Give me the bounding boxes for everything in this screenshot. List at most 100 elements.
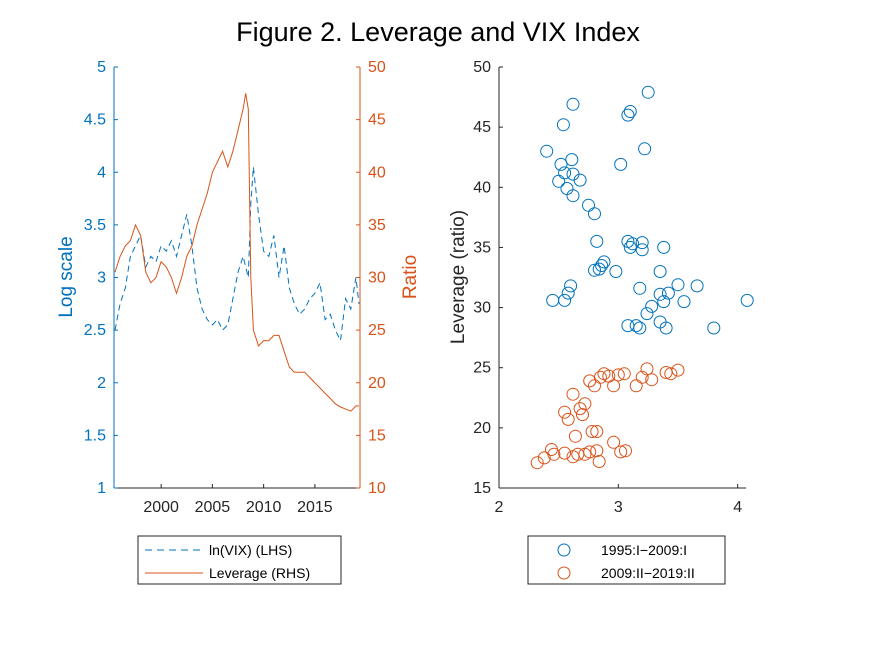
scatter-point-period2 (576, 408, 589, 422)
vix-series-line (114, 166, 360, 343)
scatter-y-tick-label: 15 (473, 480, 491, 497)
scatter-point-period1 (640, 307, 654, 321)
scatter-point-period1 (566, 189, 580, 203)
scatter-point-period1 (565, 153, 579, 167)
left-y-tick-label: 2 (97, 375, 106, 392)
legend-left: ln(VIX) (LHS) Leverage (RHS) (137, 535, 342, 585)
left-x-tick-label: 2010 (246, 499, 282, 516)
scatter-y-tick-label: 20 (473, 420, 491, 437)
scatter-y-tick-label: 25 (473, 360, 491, 377)
scatter-point-period2 (617, 367, 631, 381)
scatter-point-period1 (554, 157, 568, 171)
scatter-point-period2 (585, 425, 599, 438)
left-y-tick-label: 1 (97, 480, 106, 497)
legend-left-box (137, 535, 342, 585)
scatter-point-period2 (588, 379, 601, 393)
scatter-point-period2 (545, 443, 558, 456)
scatter-point-period2 (671, 363, 685, 377)
legend-period2-swatch (557, 566, 571, 580)
right-y-tick-label: 35 (368, 217, 386, 234)
scatter-point-period1 (546, 293, 560, 307)
scatter-point-period1 (707, 321, 721, 335)
right-y-tick-label: 10 (368, 480, 386, 497)
scatter-point-period2 (664, 367, 678, 381)
scatter-point-period1 (573, 173, 587, 187)
scatter-point-period1 (614, 157, 628, 171)
scatter-point-period2 (614, 445, 628, 459)
right-plot-area: 15 20 25 30 35 40 45 50 2 3 4 (473, 59, 754, 516)
right-y-tick-label: 30 (368, 270, 386, 287)
scatter-point-period2 (593, 370, 607, 384)
left-y-tick-label: 2.5 (84, 322, 106, 339)
scatter-point-period1 (623, 105, 637, 118)
scatter-point-period1 (633, 321, 647, 335)
scatter-point-period2 (590, 444, 604, 458)
legend-right: 1995:I−2009:I 2009:II−2019:II (527, 535, 726, 585)
scatter-point-period2 (537, 451, 551, 465)
right-y-tick-label: 20 (368, 375, 386, 392)
left-x-tick-label: 2000 (143, 499, 179, 516)
left-y-tick-label: 3.5 (84, 217, 106, 234)
scatter-point-period1 (556, 118, 570, 132)
scatter-point-period1 (566, 167, 580, 181)
scatter-point-period1 (561, 286, 575, 300)
left-x-tick-label: 2015 (297, 499, 333, 516)
scatter-y-tick-label: 40 (473, 179, 491, 196)
scatter-point-period1 (633, 281, 647, 295)
scatter-point-period2 (530, 456, 544, 470)
scatter-point-period1 (597, 255, 611, 269)
scatter-point-period2 (583, 445, 597, 459)
scatter-x-tick-label: 4 (733, 499, 742, 516)
scatter-point-period1 (588, 207, 601, 221)
left-y-tick-label: 4.5 (84, 112, 106, 129)
scatter-y-axis-label: Leverage (ratio) (448, 210, 469, 344)
left-y-axis-label: Log scale (56, 236, 77, 317)
scatter-point-period2 (607, 435, 621, 449)
legend-right-box (527, 535, 726, 585)
scatter-point-period1 (657, 295, 671, 309)
right-y-tick-label: 15 (368, 427, 386, 444)
right-y-tick-label: 40 (368, 164, 386, 181)
scatter-point-period2 (619, 444, 632, 458)
scatter-point-period1 (635, 236, 649, 250)
scatter-point-period2 (566, 387, 580, 401)
scatter-point-period1 (661, 286, 675, 300)
scatter-point-period2 (578, 397, 592, 411)
scatter-point-period2 (590, 425, 604, 438)
scatter-point-period1 (659, 321, 673, 335)
scatter-point-period1 (621, 108, 635, 122)
left-y-tick-label: 4 (97, 164, 106, 181)
scatter-y-tick-label: 50 (473, 59, 491, 76)
scatter-point-period2 (629, 379, 643, 393)
scatter-y-tick-label: 35 (473, 239, 491, 256)
scatter-x-tick-label: 2 (495, 499, 504, 516)
legend-vix-label: ln(VIX) (LHS) (209, 542, 292, 558)
right-y-tick-label: 25 (368, 322, 386, 339)
scatter-point-period1 (588, 263, 601, 277)
scatter-point-period1 (609, 265, 623, 278)
scatter-point-period2 (583, 374, 597, 388)
scatter-point-period2 (578, 447, 592, 461)
left-y-tick-label: 3 (97, 270, 106, 287)
left-time-series-panel: 1 1.5 2 2.5 3 3.5 4 4.5 5 10 15 20 25 30 35 40 45 50 2000 2… (56, 59, 421, 516)
scatter-point-period2 (592, 455, 606, 468)
scatter-point-period2 (558, 446, 572, 460)
right-scatter-panel: 15 20 25 30 35 40 45 50 2 3 4 Leverage (ratio) (448, 59, 754, 516)
left-y-tick-label: 5 (97, 59, 106, 76)
legend-period1-swatch (557, 543, 571, 557)
scatter-y-tick-label: 45 (473, 119, 491, 136)
right-y-tick-label: 50 (368, 59, 386, 76)
scatter-point-period2 (597, 367, 611, 381)
scatter-point-period1 (690, 279, 704, 293)
scatter-point-period2 (561, 412, 575, 426)
scatter-point-period1 (590, 234, 604, 248)
scatter-point-period1 (540, 144, 554, 158)
right-y-axis-label: Ratio (400, 255, 421, 299)
legend-period2-label: 2009:II−2019:II (601, 565, 695, 581)
scatter-point-period1 (566, 97, 580, 111)
scatter-point-period1 (657, 240, 671, 254)
scatter-point-period1 (641, 85, 655, 99)
scatter-point-period2 (611, 368, 625, 382)
scatter-point-period2 (547, 447, 561, 461)
